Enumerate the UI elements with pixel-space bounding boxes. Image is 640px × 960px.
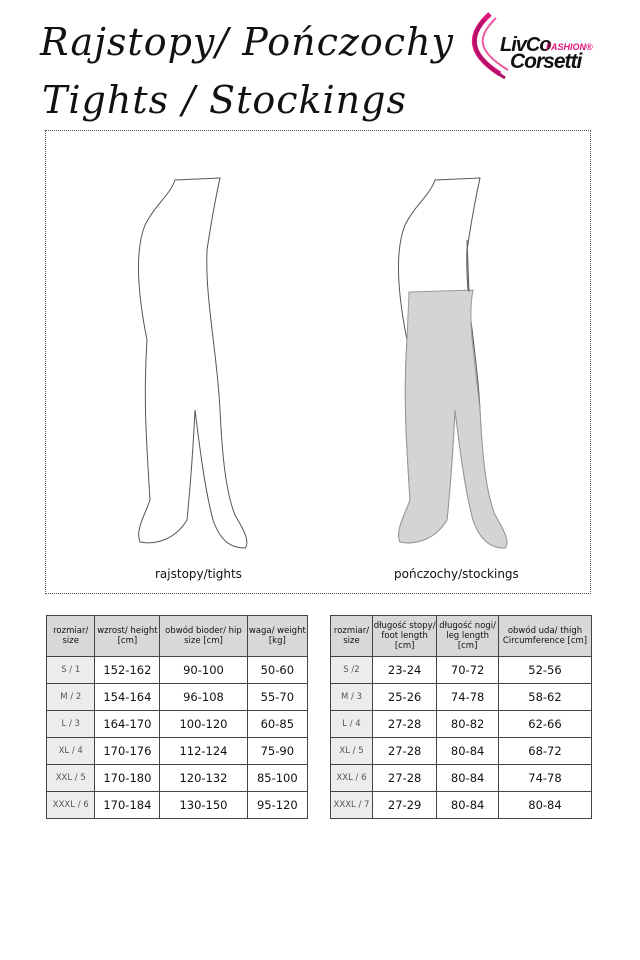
size-cell: XXXL / 7 — [330, 791, 373, 819]
size-cell: L / 4 — [330, 710, 373, 738]
header-thigh: obwód uda/ thigh Circumference [cm] — [497, 615, 593, 657]
value-cell: 112-124 — [159, 737, 248, 765]
table-row: L / 4 27-28 80-82 62-66 — [330, 710, 593, 738]
value-cell: 85-100 — [246, 764, 309, 792]
table-header-row: rozmiar/ size długość stopy/ foot length… — [330, 615, 593, 657]
value-cell: 52-56 — [497, 656, 593, 684]
table-row: M / 2 154-164 96-108 55-70 — [45, 683, 309, 711]
title-english: Tights / Stockings — [42, 78, 407, 122]
header-foot-length: długość stopy/ foot length [cm] — [371, 615, 438, 657]
table-row: XL / 5 27-28 80-84 68-72 — [330, 737, 593, 765]
tights-size-table: rozmiar/ size wzrost/ height [cm] obwód … — [45, 615, 309, 819]
header-hip: obwód bioder/ hip size [cm] — [159, 615, 248, 657]
value-cell: 27-28 — [371, 710, 438, 738]
size-cell: M / 2 — [45, 683, 96, 711]
value-cell: 70-72 — [436, 656, 499, 684]
title-polish: Rajstopy/ Pończochy — [40, 20, 455, 64]
table-row: XXXL / 6 170-184 130-150 95-120 — [45, 791, 309, 819]
value-cell: 80-82 — [436, 710, 499, 738]
value-cell: 75-90 — [246, 737, 309, 765]
value-cell: 130-150 — [159, 791, 248, 819]
value-cell: 80-84 — [436, 791, 499, 819]
value-cell: 96-108 — [159, 683, 248, 711]
value-cell: 80-84 — [497, 791, 593, 819]
stockings-size-table: rozmiar/ size długość stopy/ foot length… — [330, 615, 593, 819]
value-cell: 55-70 — [246, 683, 309, 711]
size-cell: L / 3 — [45, 710, 96, 738]
brand-logo: LivCo FASHION® Corsetti — [460, 12, 610, 82]
size-cell: XXL / 5 — [45, 764, 96, 792]
header-height: wzrost/ height [cm] — [94, 615, 161, 657]
value-cell: 80-84 — [436, 764, 499, 792]
table-row: XL / 4 170-176 112-124 75-90 — [45, 737, 309, 765]
table-row: L / 3 164-170 100-120 60-85 — [45, 710, 309, 738]
size-cell: XL / 5 — [330, 737, 373, 765]
stockings-label: pończochy/stockings — [394, 567, 519, 581]
value-cell: 90-100 — [159, 656, 248, 684]
value-cell: 60-85 — [246, 710, 309, 738]
table-row: S / 1 152-162 90-100 50-60 — [45, 656, 309, 684]
value-cell: 154-164 — [94, 683, 161, 711]
value-cell: 68-72 — [497, 737, 593, 765]
value-cell: 120-132 — [159, 764, 248, 792]
value-cell: 27-28 — [371, 737, 438, 765]
table-row: M / 3 25-26 74-78 58-62 — [330, 683, 593, 711]
value-cell: 25-26 — [371, 683, 438, 711]
value-cell: 152-162 — [94, 656, 161, 684]
value-cell: 27-28 — [371, 764, 438, 792]
size-cell: XXL / 6 — [330, 764, 373, 792]
value-cell: 74-78 — [436, 683, 499, 711]
value-cell: 74-78 — [497, 764, 593, 792]
header-leg-length: długość nogi/ leg length [cm] — [436, 615, 499, 657]
table-row: XXL / 6 27-28 80-84 74-78 — [330, 764, 593, 792]
value-cell: 62-66 — [497, 710, 593, 738]
value-cell: 164-170 — [94, 710, 161, 738]
illustration-frame — [45, 130, 591, 594]
tights-label: rajstopy/tights — [155, 567, 242, 581]
size-cell: XXXL / 6 — [45, 791, 96, 819]
header-weight: waga/ weight [kg] — [246, 615, 309, 657]
value-cell: 23-24 — [371, 656, 438, 684]
tights-leg-illustration — [137, 177, 248, 549]
value-cell: 50-60 — [246, 656, 309, 684]
table-row: XXXL / 7 27-29 80-84 80-84 — [330, 791, 593, 819]
value-cell: 100-120 — [159, 710, 248, 738]
value-cell: 170-176 — [94, 737, 161, 765]
table-row: XXL / 5 170-180 120-132 85-100 — [45, 764, 309, 792]
table-header-row: rozmiar/ size wzrost/ height [cm] obwód … — [45, 615, 309, 657]
header-size: rozmiar/ size — [330, 615, 373, 657]
value-cell: 170-180 — [94, 764, 161, 792]
value-cell: 80-84 — [436, 737, 499, 765]
value-cell: 95-120 — [246, 791, 309, 819]
value-cell: 170-184 — [94, 791, 161, 819]
size-cell: S /2 — [330, 656, 373, 684]
size-cell: XL / 4 — [45, 737, 96, 765]
table-row: S /2 23-24 70-72 52-56 — [330, 656, 593, 684]
value-cell: 27-29 — [371, 791, 438, 819]
size-cell: S / 1 — [45, 656, 96, 684]
wing-icon — [471, 12, 509, 80]
stockings-leg-illustration — [397, 177, 508, 549]
value-cell: 58-62 — [497, 683, 593, 711]
size-cell: M / 3 — [330, 683, 373, 711]
header-size: rozmiar/ size — [45, 615, 96, 657]
